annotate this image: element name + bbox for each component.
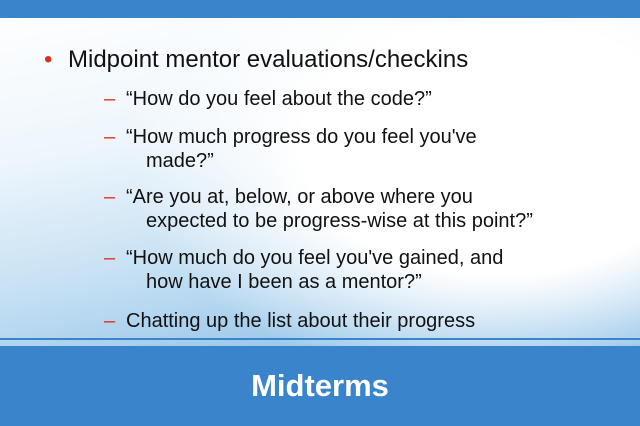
bullet-dot-icon: • [44,46,53,73]
sub-bullet-text-cont: expected to be progress-wise at this poi… [146,210,533,232]
sub-bullet-text: “How much progress do you feel you've [126,126,477,148]
dash-icon: – [104,310,116,332]
main-bullet-text: Midpoint mentor evaluations/checkins [68,46,469,73]
dash-icon: – [104,186,116,208]
sub-bullet-text: “How much do you feel you've gained, and [126,247,504,269]
top-bar [0,0,640,18]
sub-bullet-2: – “How much progress do you feel you've … [104,126,624,174]
sub-bullet-text: “How do you feel about the code?” [126,88,432,110]
sub-bullet-5: – Chatting up the list about their progr… [104,310,624,334]
footer-bar: Midterms [0,346,640,426]
sub-bullet-4: – “How much do you feel you've gained, a… [104,247,624,295]
slide-title: Midterms [251,368,389,403]
sub-bullet-text-cont: how have I been as a mentor?” [146,271,422,293]
sub-bullet-text-cont: made?” [146,150,214,172]
dash-icon: – [104,88,116,110]
sub-bullet-1: – “How do you feel about the code?” [104,88,624,112]
footer-divider [0,338,640,340]
sub-bullet-text: “Are you at, below, or above where you [126,186,473,208]
sub-bullet-text: Chatting up the list about their progres… [126,310,476,332]
dash-icon: – [104,126,116,148]
dash-icon: – [104,247,116,269]
sub-bullet-3: – “Are you at, below, or above where you… [104,186,624,234]
